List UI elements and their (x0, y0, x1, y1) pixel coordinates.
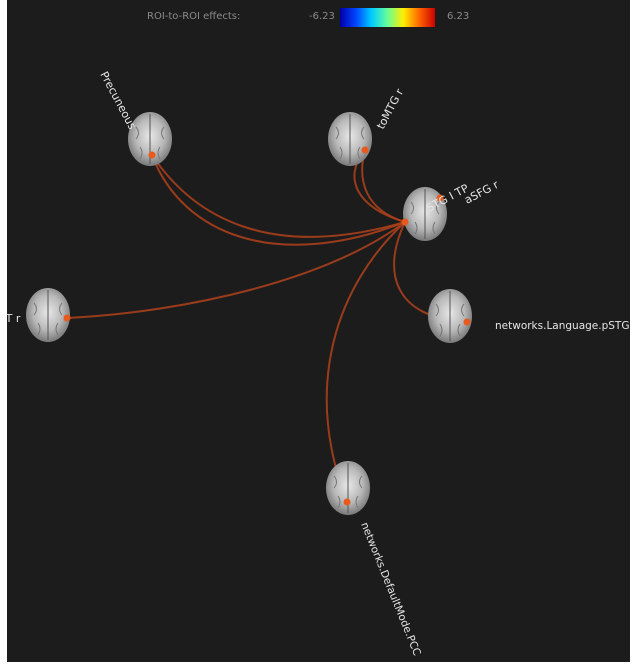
node-asfg-r (436, 194, 444, 202)
node-tomtg-r (361, 146, 369, 154)
connectome-graph: Precuneous toMTG r STG I TP aSFG r PT r … (7, 8, 630, 657)
label-language-pstg: networks.Language.pSTG (495, 320, 630, 332)
node-precuneous (148, 151, 156, 159)
label-tomtg-r: toMTG r (374, 86, 406, 131)
edge-stg-pcc (325, 221, 406, 503)
edge-precuneous-stg-2 (151, 154, 406, 246)
colorbar-max-label: 6.23 (447, 11, 470, 22)
label-asfg-r: aSFG r (462, 178, 501, 207)
brain-pt-icon (26, 288, 70, 342)
node-stg-tp (401, 218, 409, 226)
brains-group (26, 112, 472, 515)
brain-precuneous-icon (128, 112, 172, 166)
node-language-pstg (463, 318, 471, 326)
brain-language-icon (428, 289, 472, 343)
edge-pt-stg (66, 221, 406, 319)
labels-group: Precuneous toMTG r STG I TP aSFG r PT r … (7, 69, 630, 657)
colorbar-title: ROI-to-ROI effects: (147, 11, 241, 22)
nodes-group (63, 146, 471, 506)
label-precuneous: Precuneous (97, 69, 139, 132)
label-pt-r: PT r (7, 312, 21, 325)
brain-pcc-icon (326, 461, 370, 515)
brain-stg-icon (403, 187, 447, 241)
node-pt-r (63, 314, 71, 322)
brain-tomtg-icon (328, 112, 372, 166)
edge-tomtg-stg-2 (361, 149, 406, 223)
edge-precuneous-stg (151, 154, 406, 238)
label-defaultmode-pcc: networks.DefaultMode.PCC (358, 521, 423, 658)
colorbar (340, 8, 435, 27)
colorbar-min-label: -6.23 (309, 11, 335, 22)
node-defaultmode-pcc (343, 498, 351, 506)
connectome-panel: ROI-to-ROI effects: -6.23 6.23 (7, 0, 630, 662)
